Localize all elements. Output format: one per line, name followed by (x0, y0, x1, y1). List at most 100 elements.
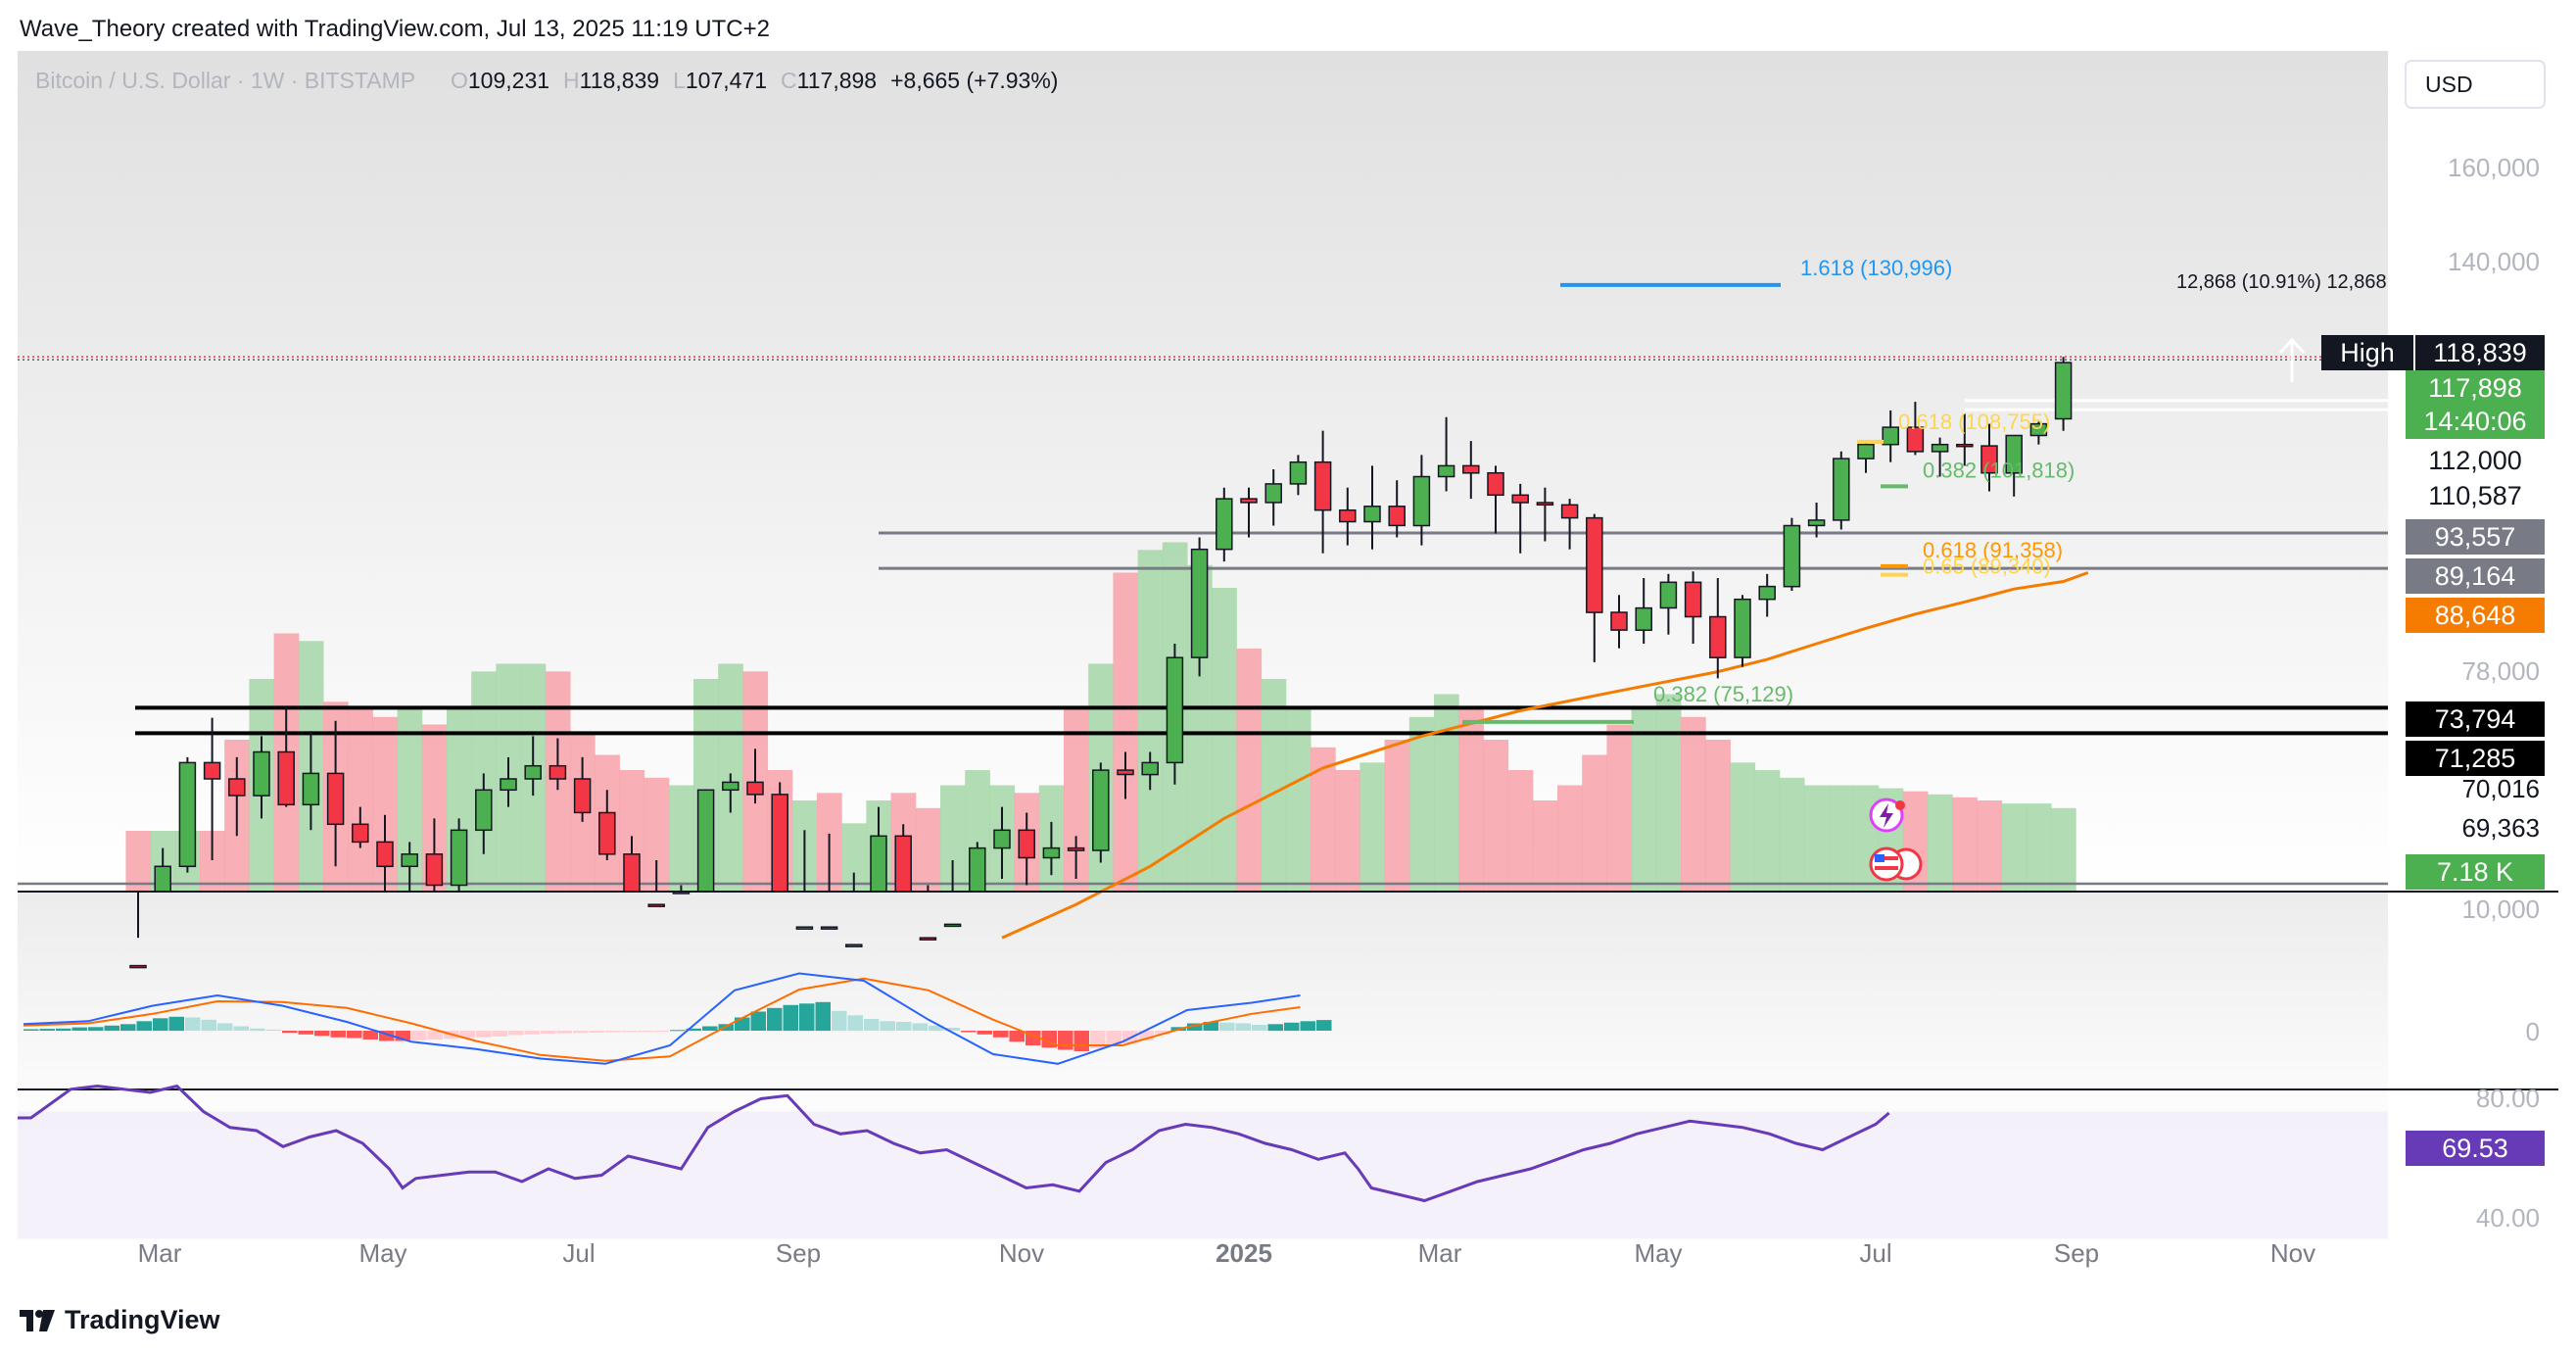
macd-histogram-bar (395, 1031, 410, 1041)
x-tick-label: Jul (562, 1238, 595, 1268)
volume-bar (1681, 716, 1706, 893)
candle (1536, 487, 1554, 542)
price-tag: 117,898 (2406, 370, 2545, 406)
macd-histogram-bar (104, 1025, 119, 1032)
macd-histogram-bar (153, 1018, 168, 1032)
candle-body-down (1018, 829, 1035, 859)
currency-label[interactable]: USD (2425, 72, 2473, 97)
rsi-tick-label: 80.00 (2476, 1084, 2540, 1113)
macd-histogram-bar (750, 1011, 766, 1031)
measure-label: 12,868 (10.91%) 12,868 (2176, 271, 2387, 293)
candle (1487, 465, 1504, 534)
candle-body-up (401, 853, 418, 868)
x-tick-label: Nov (2270, 1238, 2315, 1268)
macd-histogram-bar (944, 1028, 960, 1031)
y-tick-label: 160,000 (2448, 153, 2540, 182)
macd-histogram-bar (24, 1029, 39, 1031)
candle (919, 885, 937, 941)
price-tag-bg (2406, 519, 2545, 555)
x-tick-label: Nov (999, 1238, 1044, 1268)
price-tag: 118,839 (2415, 335, 2545, 370)
x-tick-label: May (358, 1238, 406, 1268)
candle-body-down (1462, 464, 1480, 474)
macd-histogram-bar (120, 1024, 136, 1032)
macd-tick-label: 0 (2526, 1017, 2540, 1046)
volume-bar (1360, 762, 1386, 893)
volume-bar (1137, 550, 1164, 893)
volume-bar (1730, 762, 1756, 893)
candle-body-down (277, 750, 295, 806)
candle-body-up (1659, 581, 1678, 609)
volume-bar (1582, 754, 1607, 892)
candle (1684, 571, 1702, 644)
candle (524, 736, 542, 797)
candle (1807, 503, 1826, 538)
macd-histogram-bar (638, 1031, 653, 1032)
macd-histogram-bar (1155, 1031, 1170, 1035)
rsi-value-tag-text: 69.53 (2442, 1134, 2508, 1163)
currency-button[interactable]: USD (2405, 60, 2546, 109)
low-value: 107,471 (686, 68, 767, 93)
candle (647, 860, 665, 907)
volume-bar (1483, 740, 1509, 892)
candle-body-up (1264, 483, 1282, 504)
flag-stripe-2 (1875, 866, 1898, 870)
event-icons[interactable] (1869, 798, 1923, 882)
volume-bar (2001, 803, 2027, 892)
macd-histogram-bar (476, 1031, 492, 1038)
candle-body-up (696, 789, 715, 893)
candle (1931, 437, 1949, 477)
price-tag-bg (2406, 478, 2545, 513)
candle-body-up (1833, 458, 1850, 521)
currency-button-bg[interactable] (2405, 60, 2546, 109)
flag-canton (1875, 854, 1884, 862)
candle-body-down (1906, 426, 1925, 453)
candle-body-up (1216, 498, 1233, 551)
tradingview-logo[interactable]: TradingView (20, 1305, 220, 1335)
candle-body-up (722, 781, 739, 792)
macd-histogram-bar (1187, 1023, 1203, 1031)
price-tag-text: 118,839 (2433, 338, 2527, 367)
volume-bar (1779, 777, 1805, 893)
candle (1610, 595, 1628, 649)
macd-signal-line (23, 977, 1301, 1062)
candle-body-down (1684, 581, 1702, 618)
macd-histogram-bar (72, 1027, 87, 1031)
candle-body-down (1388, 506, 1406, 527)
x-tick-label: Mar (138, 1238, 182, 1268)
volume-bar (1532, 800, 1558, 892)
candle-body-down (647, 903, 665, 907)
candle-body-down (746, 781, 764, 796)
candle (1018, 812, 1035, 886)
candle-body-down (549, 764, 567, 780)
candle (253, 736, 270, 819)
candle-body-down (425, 853, 444, 887)
fib-annotations: 1.618 (130,996) 0.618 (108,755) 0.382 (101… (1462, 256, 2387, 724)
y-tick-label: 140,000 (2448, 247, 2540, 276)
x-tick-label: 2025 (1216, 1238, 1272, 1268)
price-tag-text: 7.18 K (2437, 857, 2513, 887)
price-tag-bg (2406, 741, 2545, 776)
candle-body-down (573, 778, 592, 814)
x-tick-label: Sep (776, 1238, 821, 1268)
candle-body-up (1190, 548, 1209, 658)
macd-histogram-bar (1219, 1022, 1235, 1032)
candle (1437, 416, 1455, 492)
us-flag-icon[interactable] (1869, 846, 1904, 882)
candle-body-down (203, 761, 221, 780)
candle (1289, 455, 1308, 496)
candle-body-up (178, 761, 197, 868)
macd-indicator (23, 972, 1332, 1065)
candle-body-up (1092, 769, 1110, 851)
candle (573, 756, 592, 822)
candle (1264, 469, 1282, 526)
volume-bar (668, 785, 694, 892)
volume-bar (1458, 709, 1484, 892)
symbol-name: Bitcoin / U.S. Dollar · 1W · BITSTAMP (35, 68, 415, 93)
price-tag: 112,000 (2406, 443, 2545, 478)
candle (2005, 434, 2023, 497)
symbol-legend[interactable]: Bitcoin / U.S. Dollar · 1W · BITSTAMP O1… (35, 68, 1058, 93)
macd-histogram-bar (832, 1010, 847, 1032)
price-chart[interactable]: 1.618 (130,996) 0.618 (108,755) 0.382 (101… (18, 51, 2558, 1285)
macd-histogram-bar (896, 1022, 912, 1031)
